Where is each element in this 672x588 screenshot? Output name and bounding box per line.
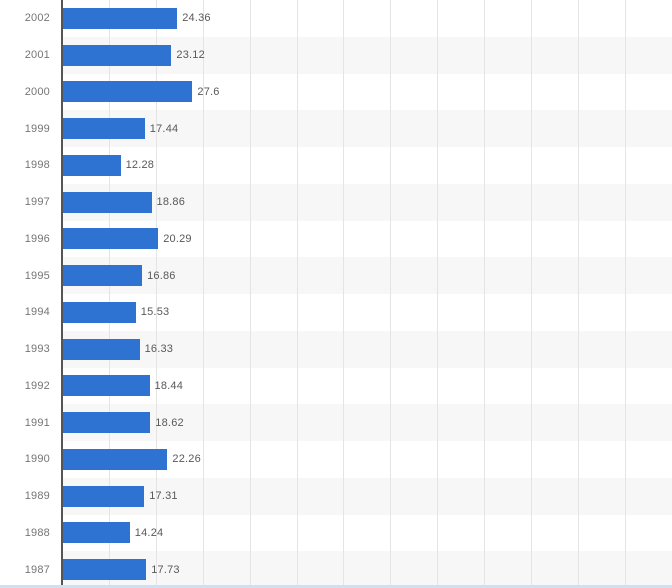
bar-1999[interactable] <box>63 118 145 140</box>
row-stripe <box>63 110 672 147</box>
gridline <box>202 0 204 588</box>
chart-row-1998: 1998 12.28 <box>0 147 672 184</box>
gridline <box>531 0 532 588</box>
value-label-1990: 22.26 <box>172 453 201 466</box>
year-label-1994: 1994 <box>24 306 50 319</box>
value-label-1994: 15.53 <box>140 306 170 319</box>
year-label-1991: 1991 <box>24 416 50 429</box>
year-label-1990: 1990 <box>24 453 50 466</box>
chart-row-2001: 2001 23.12 <box>0 37 672 74</box>
year-label-1989: 1989 <box>24 490 50 503</box>
bar-1998[interactable] <box>63 154 121 176</box>
gridline <box>437 0 439 588</box>
bottom-highlight-strip <box>0 585 672 588</box>
y-axis-line <box>61 0 63 588</box>
value-label-2001: 23.12 <box>176 49 205 62</box>
chart-row-1995: 1995 16.86 <box>0 257 672 294</box>
bar-1989[interactable] <box>63 485 145 507</box>
year-label-1995: 1995 <box>24 269 50 282</box>
gridline <box>155 0 157 588</box>
chart-row-1996: 1996 20.29 <box>0 221 672 258</box>
bar-2000[interactable] <box>63 81 193 103</box>
value-label-1993: 16.33 <box>144 343 174 356</box>
value-label-1996: 20.29 <box>163 232 192 245</box>
chart-row-1997: 1997 18.86 <box>0 184 672 221</box>
value-label-1989: 17.31 <box>149 490 178 503</box>
chart-row-1991: 1991 18.62 <box>0 404 672 441</box>
value-label-1992: 18.44 <box>154 379 184 392</box>
value-label-2002: 24.36 <box>182 12 211 25</box>
year-label-1997: 1997 <box>24 196 50 209</box>
gridline <box>624 0 626 588</box>
gridline <box>296 0 298 588</box>
gridline <box>108 0 110 588</box>
gridline <box>249 0 251 588</box>
row-stripe <box>63 330 672 368</box>
bar-1996[interactable] <box>63 228 159 250</box>
bar-1995[interactable] <box>63 265 143 287</box>
row-stripe <box>63 551 672 588</box>
value-label-1998: 12.28 <box>125 159 155 172</box>
chart-row-1999: 1999 17.44 <box>0 110 672 147</box>
year-label-2000: 2000 <box>24 85 50 98</box>
chart-row-1993: 1993 16.33 <box>0 331 672 368</box>
chart-row-1992: 1992 18.44 <box>0 368 672 405</box>
chart-row-1990: 1990 22.26 <box>0 441 672 478</box>
year-label-1993: 1993 <box>24 343 50 356</box>
bar-1994[interactable] <box>63 301 136 323</box>
bar-1987[interactable] <box>63 559 147 581</box>
row-stripe <box>63 477 672 515</box>
chart-row-1989: 1989 17.31 <box>0 478 672 515</box>
gridline <box>577 0 579 588</box>
gridline <box>343 0 345 588</box>
value-label-1991: 18.62 <box>155 416 184 429</box>
year-label-1987: 1987 <box>24 563 50 576</box>
bar-2001[interactable] <box>63 44 172 66</box>
value-label-1997: 18.86 <box>156 196 186 209</box>
value-label-2000: 27.6 <box>197 85 220 98</box>
value-label-1995: 16.86 <box>147 269 176 282</box>
bar-1990[interactable] <box>63 448 168 470</box>
value-label-1999: 17.44 <box>149 122 179 135</box>
chart-row-1988: 1988 14.24 <box>0 515 672 552</box>
bar-1993[interactable] <box>63 338 140 360</box>
bar-1988[interactable] <box>63 522 130 544</box>
gridline <box>484 0 486 588</box>
value-label-1988: 14.24 <box>134 526 164 539</box>
year-label-2002: 2002 <box>24 12 50 25</box>
year-label-2001: 2001 <box>24 49 50 62</box>
year-label-1988: 1988 <box>24 526 50 539</box>
row-stripe <box>63 183 672 221</box>
chart-row-1987: 1987 17.73 <box>0 551 672 588</box>
bar-1997[interactable] <box>63 191 152 213</box>
gridline <box>390 0 392 588</box>
year-label-1999: 1999 <box>24 122 50 135</box>
row-stripe <box>63 404 672 441</box>
row-stripe <box>63 257 672 294</box>
chart-row-2002: 2002 24.36 <box>0 0 672 37</box>
bar-1992[interactable] <box>63 375 150 397</box>
value-label-1987: 17.73 <box>151 563 180 576</box>
chart-row-1994: 1994 15.53 <box>0 294 672 331</box>
chart-row-2000: 2000 27.6 <box>0 74 672 111</box>
bar-2002[interactable] <box>63 7 178 29</box>
year-label-1998: 1998 <box>24 159 50 172</box>
bar-1991[interactable] <box>63 412 151 434</box>
year-label-1996: 1996 <box>24 232 50 245</box>
year-label-1992: 1992 <box>24 379 50 392</box>
